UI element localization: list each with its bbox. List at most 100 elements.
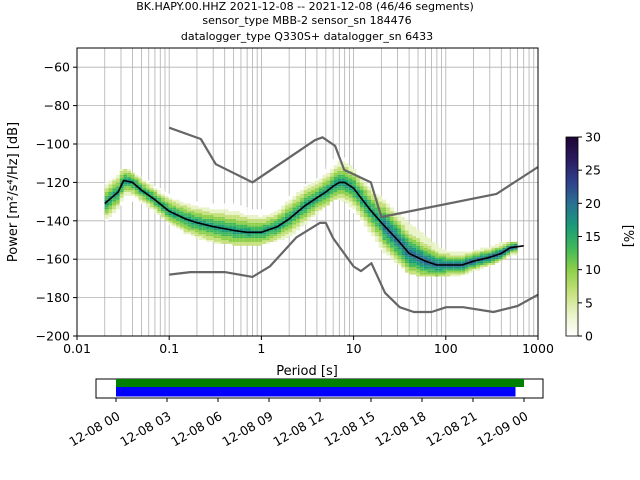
timeline-tick-label: 12-08 18 (372, 408, 428, 449)
density-cell (359, 184, 364, 187)
density-cell (487, 251, 492, 254)
density-cell (224, 234, 229, 237)
density-cell (333, 182, 338, 185)
density-cell (142, 203, 147, 206)
density-cell (356, 199, 360, 202)
density-cell (138, 195, 143, 198)
density-cell (457, 264, 462, 267)
density-cell (123, 190, 128, 192)
density-cell (449, 263, 454, 265)
density-cell (326, 203, 330, 206)
density-cell (258, 238, 263, 240)
density-cell (487, 261, 492, 264)
density-cell (251, 211, 255, 214)
density-cell (266, 213, 270, 216)
density-cell (228, 224, 233, 227)
density-cell (476, 264, 481, 267)
density-cell (292, 222, 297, 225)
density-cell (356, 182, 360, 185)
density-cell (251, 215, 255, 217)
density-cell (142, 188, 147, 191)
density-cell (228, 230, 233, 233)
density-cell (465, 272, 469, 275)
density-cell (221, 215, 225, 217)
density-cell (142, 180, 147, 183)
density-cell (119, 174, 124, 177)
density-cell (457, 253, 462, 256)
density-cell (142, 178, 147, 181)
density-cell (284, 234, 289, 237)
density-cell (378, 201, 383, 204)
density-cell (356, 197, 360, 200)
density-cell (161, 193, 165, 196)
density-cell (491, 253, 496, 256)
density-cell (228, 211, 233, 214)
x-tick-label: 1 (257, 341, 265, 356)
density-cell (419, 263, 424, 265)
density-cell (228, 207, 233, 210)
density-cell (374, 220, 379, 223)
density-cell (251, 218, 255, 221)
density-cell (221, 203, 225, 206)
density-cell (427, 270, 432, 273)
density-cell (277, 232, 282, 235)
density-cell (352, 207, 357, 210)
density-cell (179, 197, 184, 200)
density-cell (183, 222, 188, 225)
density-cell (303, 190, 308, 192)
density-cell (119, 192, 124, 194)
density-cell (427, 259, 432, 262)
density-cell (251, 228, 255, 231)
density-cell (326, 197, 330, 200)
density-cell (228, 209, 233, 212)
density-cell (108, 207, 113, 210)
density-cell (134, 180, 139, 183)
density-cell (359, 193, 364, 196)
density-cell (254, 243, 259, 246)
density-cell (191, 201, 195, 204)
density-cell (187, 232, 192, 235)
density-cell (498, 247, 503, 250)
density-cell (217, 224, 222, 227)
density-cell (284, 228, 289, 231)
density-cell (281, 238, 285, 240)
density-cell (419, 253, 424, 256)
density-cell (296, 209, 300, 212)
density-cell (224, 236, 229, 239)
density-cell (191, 232, 195, 235)
density-cell (108, 205, 113, 208)
density-cell (341, 190, 345, 192)
density-cell (127, 168, 132, 171)
density-cell (292, 226, 297, 229)
density-cell (412, 245, 417, 248)
density-cell (367, 228, 372, 231)
density-cell (213, 232, 218, 235)
density-cell (232, 213, 237, 216)
density-cell (251, 236, 255, 239)
density-cell (423, 272, 428, 275)
density-cell (434, 251, 439, 254)
density-cell (104, 193, 109, 196)
density-cell (299, 193, 304, 196)
density-cell (483, 255, 488, 258)
density-cell (401, 241, 405, 244)
density-cell (371, 197, 375, 200)
density-cell (311, 197, 315, 200)
density-cell (348, 197, 353, 200)
density-cell (404, 226, 409, 229)
density-cell (247, 220, 252, 223)
density-cell (416, 245, 420, 248)
density-cell (348, 165, 353, 168)
density-cell (176, 199, 180, 202)
density-cell (480, 266, 484, 269)
density-cell (202, 205, 207, 208)
density-cell (108, 209, 113, 212)
density-cell (262, 213, 267, 216)
density-cell (251, 213, 255, 216)
density-cell (217, 241, 222, 244)
density-cell (221, 213, 225, 216)
density-cell (299, 203, 304, 206)
density-cell (465, 255, 469, 258)
density-cell (344, 161, 349, 164)
density-cell (266, 230, 270, 233)
